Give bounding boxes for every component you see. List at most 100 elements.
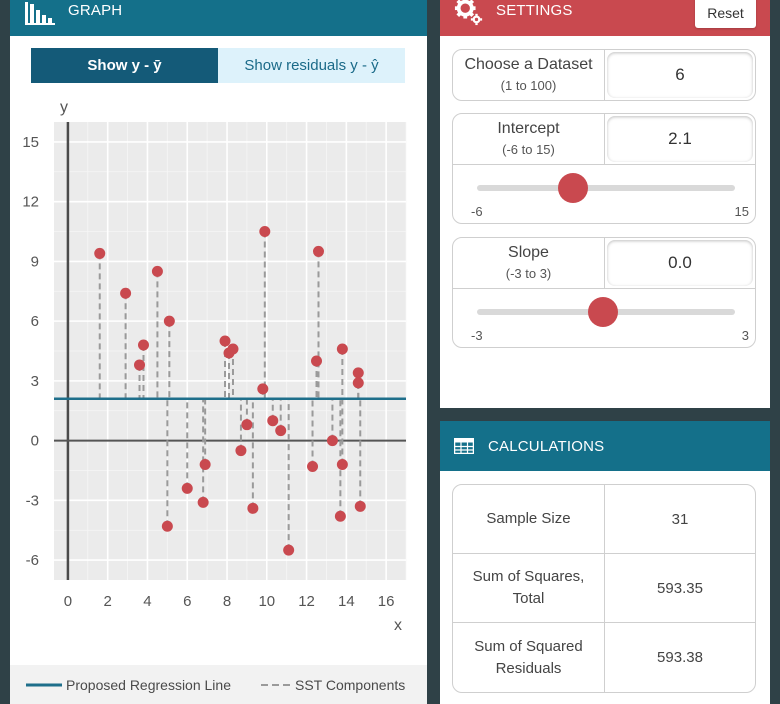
calc-value: 593.35 bbox=[657, 579, 703, 597]
data-point bbox=[336, 459, 348, 471]
graph-title: GRAPH bbox=[68, 1, 123, 19]
y-tick-label: 6 bbox=[31, 313, 39, 330]
slope-label: Slope (-3 to 3) bbox=[453, 238, 605, 288]
dataset-input[interactable]: 6 bbox=[607, 52, 753, 98]
legend-line-label: Proposed Regression Line bbox=[66, 676, 231, 693]
data-point bbox=[197, 496, 209, 508]
dataset-label-text: Choose a Dataset bbox=[464, 56, 593, 73]
slope-range: (-3 to 3) bbox=[505, 266, 552, 281]
data-point bbox=[352, 367, 364, 379]
data-point bbox=[241, 419, 253, 431]
table-icon bbox=[454, 438, 474, 454]
legend-sst: SST Components bbox=[259, 677, 405, 693]
calc-value: 31 bbox=[671, 510, 689, 528]
bar-chart-icon bbox=[25, 2, 55, 25]
slope-slider-thumb[interactable] bbox=[588, 297, 618, 327]
slope-input[interactable]: 0.0 bbox=[607, 240, 753, 286]
intercept-slider-thumb[interactable] bbox=[558, 173, 588, 203]
intercept-max: 15 bbox=[734, 204, 749, 219]
graph-header: GRAPH bbox=[10, 0, 427, 36]
x-axis-label: x bbox=[394, 617, 402, 634]
slope-label-text: Slope bbox=[508, 244, 549, 261]
calculations-header: CALCULATIONS bbox=[440, 421, 770, 471]
data-point bbox=[235, 445, 247, 457]
data-point bbox=[259, 226, 271, 238]
y-tick-label: 3 bbox=[31, 373, 39, 390]
data-point bbox=[312, 245, 324, 257]
slope-min: -3 bbox=[471, 328, 483, 343]
y-tick-label: 15 bbox=[22, 134, 39, 151]
intercept-range: (-6 to 15) bbox=[502, 142, 555, 157]
data-point bbox=[247, 502, 259, 514]
calc-value: 593.38 bbox=[657, 649, 703, 666]
data-point bbox=[311, 355, 323, 367]
calculations-panel: CALCULATIONS Sample Size 31 Sum of Squar… bbox=[440, 421, 770, 704]
data-point bbox=[334, 510, 346, 522]
slope-slider[interactable]: -3 3 bbox=[453, 288, 755, 347]
graph-legend: Proposed Regression Line SST Components bbox=[10, 665, 427, 704]
data-point bbox=[352, 377, 364, 389]
y-axis-label: y bbox=[60, 99, 68, 116]
table-row: Sum of Squares, Total 593.35 bbox=[453, 554, 755, 623]
data-point bbox=[151, 265, 163, 277]
intercept-input[interactable]: 2.1 bbox=[607, 116, 753, 162]
data-point bbox=[199, 459, 211, 471]
table-row: Sum of Squared Residuals 593.38 bbox=[453, 623, 755, 692]
data-point bbox=[275, 425, 287, 437]
data-point bbox=[257, 383, 269, 395]
dataset-setting: Choose a Dataset (1 to 100) 6 bbox=[452, 49, 756, 101]
y-tick-label: 0 bbox=[31, 433, 39, 450]
reset-button[interactable]: Reset bbox=[695, 0, 756, 28]
legend-dash-swatch bbox=[261, 683, 291, 686]
intercept-min: -6 bbox=[471, 204, 483, 219]
x-tick-label: 2 bbox=[104, 593, 112, 610]
calc-label: Sum of Squares, Total bbox=[453, 554, 605, 622]
legend-regression-line: Proposed Regression Line bbox=[24, 677, 231, 693]
data-point bbox=[326, 435, 338, 447]
scatter-plot: 0 2 4 6 8 10 12 14 16 -6 -3 0 3 6 9 12 15 y x bbox=[22, 99, 407, 634]
calc-label: Sample Size bbox=[453, 485, 605, 553]
legend-line-swatch bbox=[26, 683, 62, 686]
intercept-slider[interactable]: -6 15 bbox=[453, 164, 755, 223]
slope-setting: Slope (-3 to 3) 0.0 -3 3 bbox=[452, 237, 756, 348]
data-point bbox=[227, 343, 239, 355]
data-point bbox=[181, 482, 193, 494]
gears-icon bbox=[454, 0, 483, 26]
data-point bbox=[134, 359, 146, 371]
legend-sst-label: SST Components bbox=[295, 676, 406, 693]
y-tick-label: -3 bbox=[26, 492, 39, 509]
data-point bbox=[267, 415, 279, 427]
intercept-slider-track[interactable] bbox=[477, 185, 735, 191]
calculations-table: Sample Size 31 Sum of Squares, Total 593… bbox=[452, 484, 756, 693]
x-tick-label: 12 bbox=[298, 593, 315, 610]
data-point bbox=[120, 287, 132, 299]
calculations-title: CALCULATIONS bbox=[488, 437, 605, 455]
show-y-ybar-button[interactable]: Show y - ȳ bbox=[31, 48, 218, 83]
data-point bbox=[283, 544, 295, 556]
data-point bbox=[163, 315, 175, 327]
y-tick-label: 12 bbox=[22, 194, 39, 211]
intercept-label-text: Intercept bbox=[497, 120, 560, 137]
dataset-range: (1 to 100) bbox=[500, 78, 557, 93]
graph-panel: GRAPH Show y - ȳ Show residuals y - ŷ 0 2… bbox=[10, 0, 427, 704]
x-tick-label: 14 bbox=[338, 593, 355, 610]
slope-max: 3 bbox=[741, 328, 749, 343]
graph-toggle: Show y - ȳ Show residuals y - ŷ bbox=[31, 48, 405, 83]
x-tick-label: 10 bbox=[258, 593, 275, 610]
intercept-setting: Intercept (-6 to 15) 2.1 -6 15 bbox=[452, 113, 756, 224]
x-tick-label: 16 bbox=[378, 593, 395, 610]
settings-title: SETTINGS bbox=[496, 1, 573, 19]
data-point bbox=[307, 460, 319, 472]
y-tick-label: 9 bbox=[31, 253, 39, 270]
data-point bbox=[94, 247, 106, 259]
y-tick-label: -6 bbox=[26, 552, 39, 569]
data-point bbox=[354, 500, 366, 512]
show-residuals-button[interactable]: Show residuals y - ŷ bbox=[218, 48, 405, 83]
dataset-label: Choose a Dataset (1 to 100) bbox=[453, 50, 605, 100]
data-point bbox=[137, 339, 149, 351]
x-tick-label: 4 bbox=[143, 593, 151, 610]
x-tick-label: 8 bbox=[223, 593, 231, 610]
calc-label: Sum of Squared Residuals bbox=[453, 623, 605, 692]
data-point bbox=[161, 520, 173, 532]
settings-panel: SETTINGS Reset Choose a Dataset (1 to 10… bbox=[440, 0, 770, 408]
